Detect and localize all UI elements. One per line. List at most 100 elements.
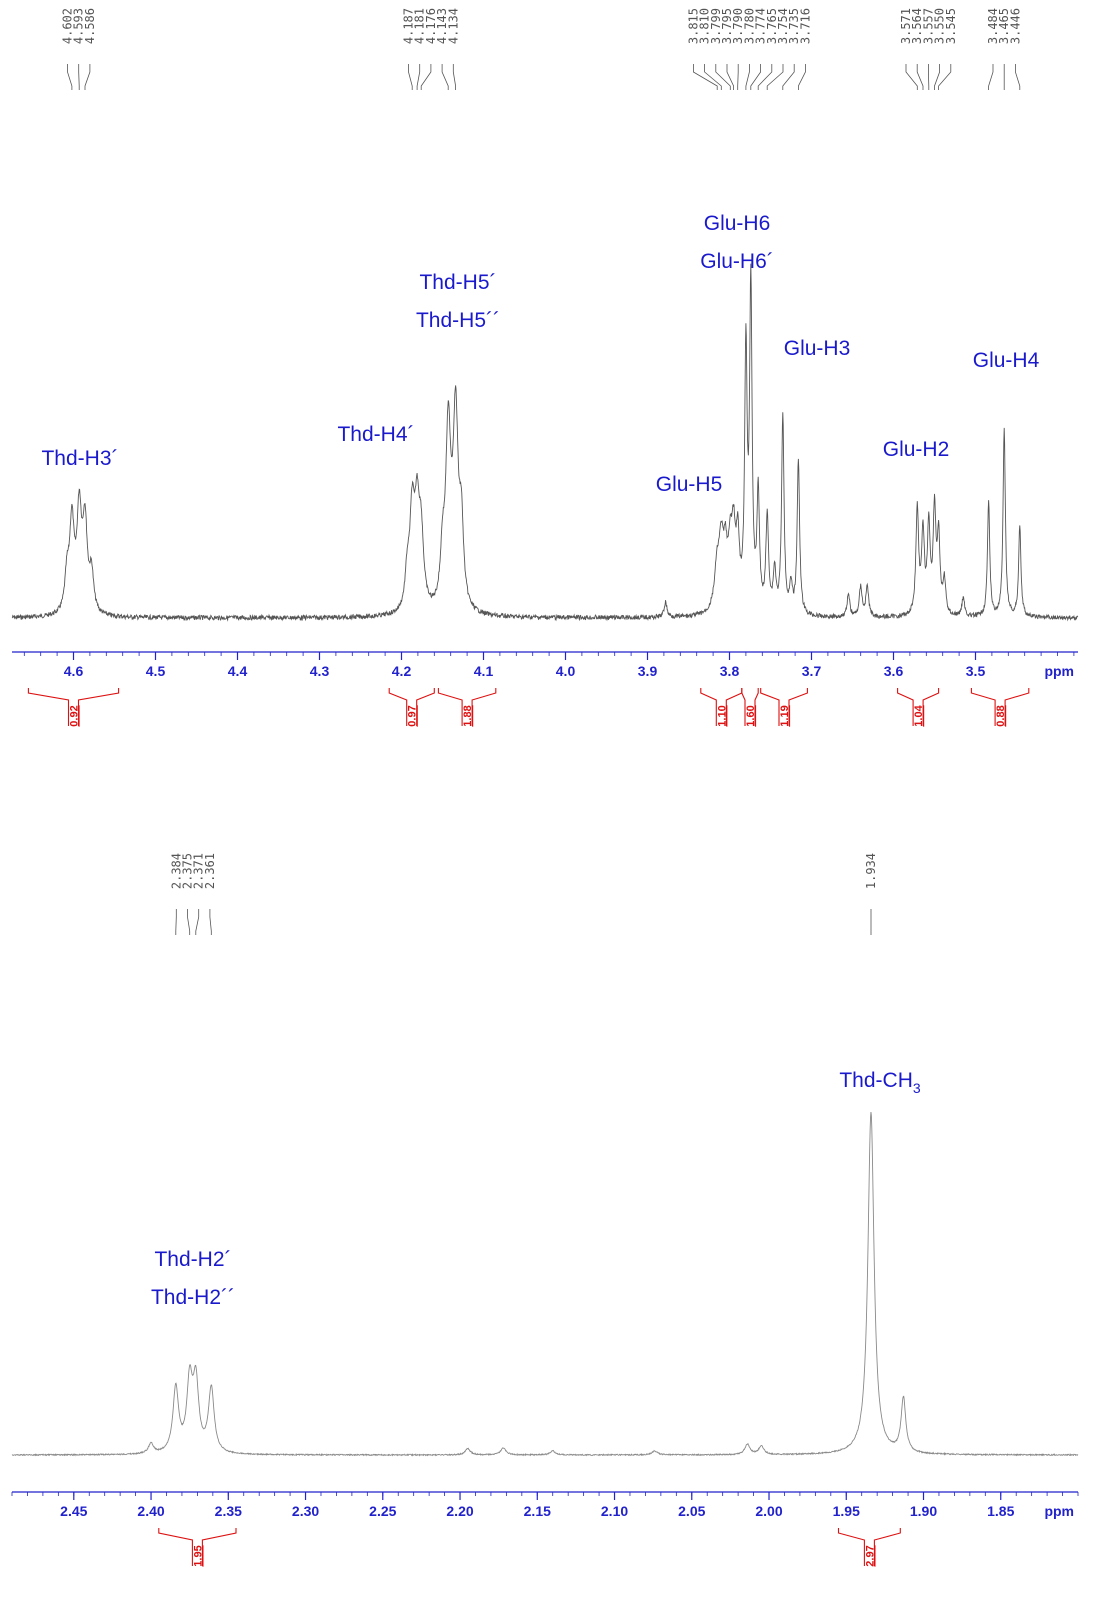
x-tick-label: 2.10 — [601, 1503, 628, 1519]
peak-shift-label: 3.465 — [997, 8, 1011, 44]
peak-connector — [175, 909, 177, 935]
integral-value: 0.92 — [69, 705, 81, 726]
x-tick-label: 4.3 — [310, 663, 330, 679]
integral-value: 1.19 — [779, 705, 791, 726]
peak-shift-label: 4.602 — [61, 8, 75, 44]
x-tick-label: 2.20 — [446, 1503, 473, 1519]
peak-connector — [988, 64, 994, 90]
peak-shift-label: 3.795 — [720, 8, 734, 44]
assignment-label: Glu-H4 — [973, 349, 1040, 372]
integral-value: 1.88 — [462, 705, 474, 726]
integral-bracket — [741, 688, 759, 726]
peak-connector — [766, 64, 784, 90]
assignment-label: Glu-H2 — [883, 438, 950, 461]
assignment-label: Glu-H6´ — [700, 250, 774, 273]
assignment-label: Thd-H4´ — [337, 423, 414, 446]
peak-shift-label: 4.181 — [413, 8, 427, 44]
spectrum-trace — [11, 1111, 1079, 1457]
peak-connector — [782, 64, 795, 90]
integral-value: 1.60 — [745, 705, 757, 726]
assignment-label: Thd-H5´´ — [416, 309, 500, 332]
peak-connector — [704, 64, 722, 90]
peak-connector — [798, 64, 806, 90]
peak-shift-label: 4.134 — [446, 8, 460, 44]
peak-connector — [420, 64, 432, 90]
x-tick-label: 4.5 — [146, 663, 166, 679]
spectrum-trace — [11, 263, 1079, 622]
x-tick-label: 1.95 — [833, 1503, 860, 1519]
peak-connector — [441, 64, 449, 90]
x-tick-label: 2.45 — [60, 1503, 87, 1519]
x-tick-label: 3.7 — [802, 663, 822, 679]
peak-shift-label: 3.557 — [921, 8, 935, 44]
peak-shift-label: 3.815 — [686, 8, 700, 44]
x-tick-label: 2.05 — [678, 1503, 705, 1519]
integral-bracket — [760, 688, 808, 726]
peak-connector — [726, 64, 734, 90]
assignment-label: Glu-H3 — [784, 337, 851, 360]
x-tick-label: 2.25 — [369, 1503, 396, 1519]
integral-value: 1.10 — [716, 705, 728, 726]
peak-shift-label: 3.780 — [742, 8, 756, 44]
peak-shift-label: 2.371 — [192, 853, 206, 889]
peak-shift-label: 4.586 — [83, 8, 97, 44]
integral-value: 0.88 — [995, 705, 1007, 726]
assignment-label: Thd-H5´ — [419, 271, 496, 294]
peak-connector — [916, 64, 924, 90]
peak-connector — [187, 909, 191, 935]
peak-connector — [408, 64, 413, 90]
peak-shift-label: 3.564 — [910, 8, 924, 44]
peak-connector — [84, 64, 91, 90]
peak-connector — [938, 64, 952, 90]
peak-shift-label: 4.187 — [402, 8, 416, 44]
x-tick-label: 4.1 — [474, 663, 494, 679]
assignment-label: Thd-CH3 — [839, 1069, 921, 1096]
peak-shift-label: 3.790 — [731, 8, 745, 44]
peak-shift-label: 2.375 — [181, 853, 195, 889]
x-tick-label: 4.2 — [392, 663, 412, 679]
peak-shift-label: 3.774 — [754, 8, 768, 44]
spectrum-panel-bottom: 2.45 2.40 2.35 2.30 2.25 2.20 2.15 2.10 2.05 2.00… — [11, 853, 1079, 1567]
peak-connector — [745, 64, 750, 90]
peak-connector — [452, 64, 456, 90]
assignment-label: Thd-H3´ — [41, 447, 118, 470]
peak-connector — [757, 64, 773, 90]
peak-shift-label: 3.810 — [698, 8, 712, 44]
assignment-label: Glu-H6 — [704, 212, 771, 235]
peak-shift-label: 4.593 — [72, 8, 86, 44]
peak-shift-label: 3.571 — [899, 8, 913, 44]
peak-connector — [737, 64, 739, 90]
peak-connector — [416, 64, 421, 90]
integral-bracket — [837, 1528, 901, 1566]
x-tick-label: 4.6 — [64, 663, 84, 679]
peak-shift-label: 3.484 — [986, 8, 1000, 44]
integral-bracket — [388, 688, 435, 726]
peak-connector — [934, 64, 940, 90]
x-tick-label: 2.30 — [292, 1503, 319, 1519]
peak-shift-label: 2.361 — [203, 853, 217, 889]
peak-shift-label: 3.446 — [1008, 8, 1022, 44]
assignment-label: Thd-H2´´ — [151, 1286, 235, 1309]
peak-connector — [750, 64, 761, 90]
peak-shift-label: 3.545 — [944, 8, 958, 44]
peak-connector — [715, 64, 731, 90]
x-tick-label: 3.8 — [720, 663, 740, 679]
integral-bracket — [158, 1528, 237, 1566]
integral-value: 0.97 — [407, 705, 419, 726]
integral-bracket — [437, 688, 497, 726]
peak-shift-label: 4.143 — [435, 8, 449, 44]
x-axis-unit-label: ppm — [1044, 663, 1074, 679]
peak-connector — [1015, 64, 1021, 90]
integral-value: 1.95 — [192, 1545, 204, 1566]
peak-connector — [78, 64, 80, 90]
x-tick-label: 3.6 — [884, 663, 904, 679]
x-tick-label: 2.15 — [524, 1503, 551, 1519]
peak-shift-label: 3.716 — [798, 8, 812, 44]
spectrum-panel-top: 4.6 4.5 4.4 4.3 4.2 4.1 4.0 3.9 3.8 3.7 3.6 3.5 ppm 4… — [11, 8, 1079, 727]
peak-shift-label: 3.550 — [933, 8, 947, 44]
x-tick-label: 4.0 — [556, 663, 576, 679]
assignment-label: Glu-H5 — [656, 473, 723, 496]
peak-shift-label: 3.799 — [709, 8, 723, 44]
x-tick-label: 2.40 — [137, 1503, 164, 1519]
